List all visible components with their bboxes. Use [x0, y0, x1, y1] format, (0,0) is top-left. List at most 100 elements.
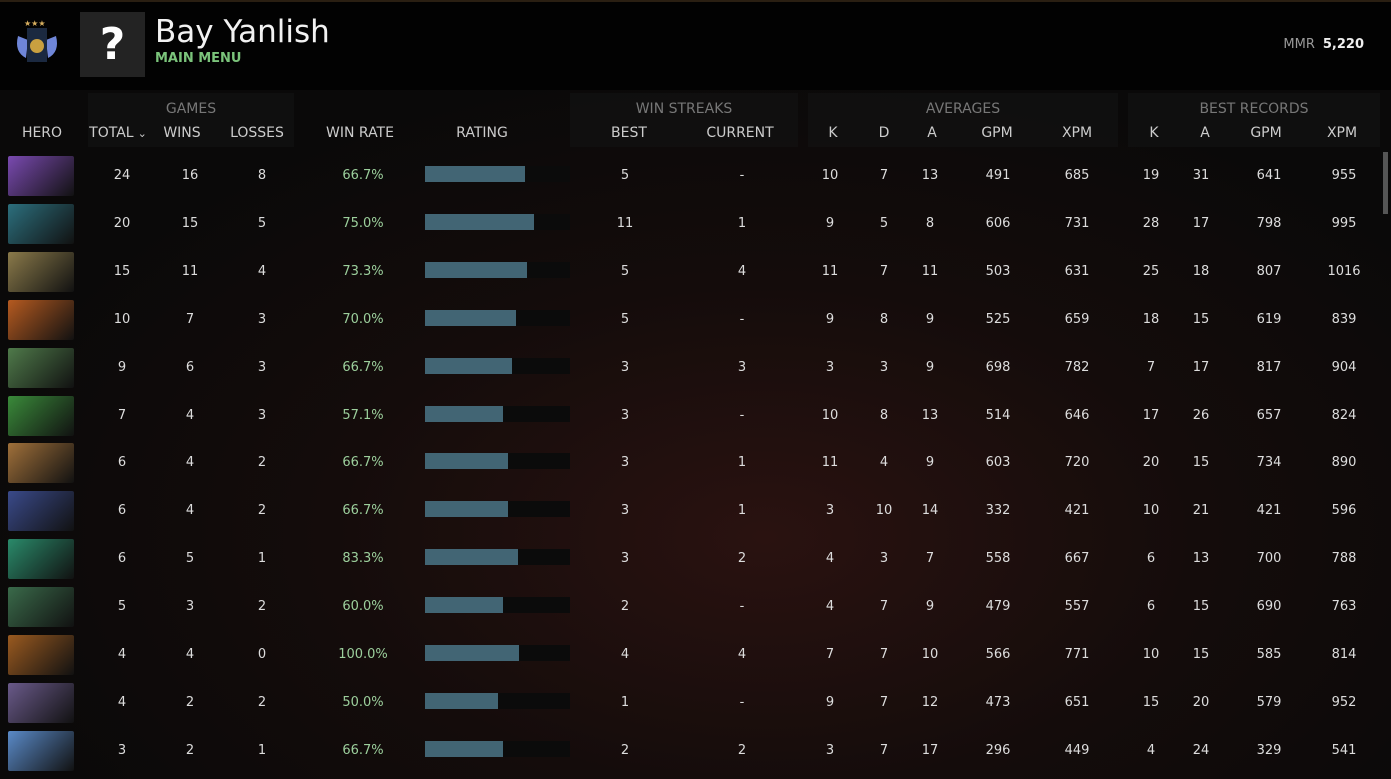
cell-xpm: 771 [1064, 647, 1090, 662]
avatar[interactable]: ? [80, 12, 145, 77]
column-header-wins[interactable]: WINS [132, 125, 232, 141]
column-header-bk[interactable]: K [1104, 125, 1204, 141]
table-row[interactable]: 24 16 8 66.7% 5 - 10 7 13 491 685 19 31 641 955 [0, 152, 1380, 200]
cell-bgpm: 641 [1256, 168, 1282, 183]
cell-losses: 5 [257, 215, 267, 231]
table-row[interactable]: 7 4 3 57.1% 3 - 10 8 13 514 646 17 26 657 824 [0, 392, 1380, 440]
column-header-label: GPM [981, 125, 1013, 141]
hero-portrait[interactable] [8, 251, 74, 292]
table-row[interactable]: 20 15 5 75.0% 11 1 9 5 8 606 731 28 17 798 995 [0, 200, 1380, 248]
cell-gpm: 566 [985, 647, 1011, 662]
cell-xpm: 731 [1064, 215, 1090, 231]
cell-wr: 66.7% [342, 359, 384, 375]
hero-portrait[interactable] [8, 203, 74, 244]
column-header-win_rate[interactable]: WIN RATE [310, 125, 410, 141]
cell-cur: - [739, 168, 745, 183]
cell-d: 4 [879, 455, 889, 471]
hero-portrait[interactable] [8, 347, 74, 388]
cell-a: 12 [921, 694, 939, 710]
cell-bk: 17 [1142, 407, 1160, 423]
table-row[interactable]: 4 2 2 50.0% 1 - 9 7 12 473 651 15 20 579 952 [0, 679, 1380, 727]
cell-losses: 4 [257, 263, 267, 279]
cell-gpm: 514 [985, 407, 1011, 423]
cell-losses: 2 [257, 599, 267, 615]
column-header-bxpm[interactable]: XPM [1292, 125, 1391, 141]
table-row[interactable]: 10 7 3 70.0% 5 - 9 8 9 525 659 18 15 619 839 [0, 296, 1380, 344]
cell-bgpm: 579 [1256, 694, 1282, 710]
cell-cur: 3 [737, 359, 747, 375]
column-header-bgpm[interactable]: GPM [1216, 125, 1316, 141]
cell-a: 9 [925, 455, 935, 471]
cell-gpm: 503 [985, 263, 1011, 279]
table-row[interactable]: 6 5 1 83.3% 3 2 4 3 7 558 667 6 13 700 788 [0, 535, 1380, 583]
rating-bar-fill [425, 740, 504, 757]
column-header-ba[interactable]: A [1155, 125, 1255, 141]
hero-portrait[interactable] [8, 299, 74, 340]
rating-bar [425, 309, 570, 326]
column-header-best[interactable]: BEST [579, 125, 679, 141]
cell-bxpm: 952 [1331, 694, 1357, 710]
column-header-gpm[interactable]: GPM [947, 125, 1047, 141]
mmr-value: 5,220 [1322, 37, 1364, 52]
cell-d: 10 [875, 503, 893, 519]
table-row[interactable]: 5 3 2 60.0% 2-4 7 9 479 557 6 15 690 763 [0, 583, 1380, 631]
cell-best: 2 [620, 742, 630, 758]
column-header-label: RATING [456, 125, 508, 141]
cell-bgpm: 817 [1256, 359, 1282, 375]
cell-k: 4 [825, 599, 835, 615]
cell-bgpm: 798 [1256, 215, 1282, 231]
cell-bxpm: 541 [1331, 742, 1357, 758]
column-header-k[interactable]: K [783, 125, 883, 141]
hero-portrait[interactable] [8, 539, 74, 580]
rating-bar-fill [425, 501, 508, 518]
column-header-a[interactable]: A [882, 125, 982, 141]
rating-bar [425, 549, 570, 566]
hero-portrait[interactable] [8, 635, 74, 675]
cell-bk: 7 [1146, 359, 1156, 375]
column-header-hero[interactable]: HERO [0, 125, 92, 141]
column-header-xpm[interactable]: XPM [1027, 125, 1127, 141]
column-header-current[interactable]: CURRENT [690, 125, 790, 141]
cell-cur: 4 [737, 647, 747, 662]
column-header-label: GPM [1250, 125, 1282, 141]
cell-cur: - [739, 311, 745, 327]
table-row[interactable]: 9 6 3 66.7% 3 3 3 3 9 698 782 7 17 817 904 [0, 344, 1380, 392]
cell-xpm: 667 [1064, 551, 1090, 567]
table-row[interactable]: 15 11 4 73.3% 5 4 11 7 11 503 631 25 18 807 1016 [0, 248, 1380, 296]
column-header-d[interactable]: D [834, 125, 934, 141]
cell-gpm: 473 [985, 694, 1011, 710]
rating-bar-fill [425, 309, 517, 326]
cell-wins: 2 [185, 694, 195, 710]
column-header-label: WIN RATE [326, 125, 394, 141]
cell-d: 7 [879, 742, 889, 758]
cell-ba: 13 [1192, 551, 1210, 567]
cell-wins: 16 [181, 168, 199, 183]
column-header-label: WINS [163, 125, 201, 141]
hero-portrait[interactable] [8, 587, 74, 628]
column-header-total[interactable]: TOTAL ⌄ [68, 125, 168, 141]
table-row[interactable]: 6 4 2 66.7% 3 1 11 4 9 603 720 20 15 734 890 [0, 439, 1380, 487]
cell-losses: 3 [257, 359, 267, 375]
hero-portrait[interactable] [8, 443, 74, 484]
hero-portrait[interactable] [8, 730, 74, 771]
main-menu-link[interactable]: MAIN MENU [155, 51, 242, 66]
cell-total: 4 [117, 694, 127, 710]
hero-portrait[interactable] [8, 682, 74, 723]
table-row[interactable]: 3 2 1 66.7% 2 2 3 7 17 296 449 4 24 329 541 [0, 727, 1380, 775]
rating-bar [425, 597, 570, 614]
cell-losses: 2 [257, 455, 267, 471]
table-row[interactable]: 4 4 0 100.0% 4 4 7 7 10 566 771 10 15 585 814 [0, 631, 1380, 679]
hero-portrait[interactable] [8, 156, 74, 196]
cell-total: 5 [117, 599, 127, 615]
hero-portrait[interactable] [8, 491, 74, 532]
hero-portrait[interactable] [8, 395, 74, 436]
cell-d: 7 [879, 168, 889, 183]
cell-best: 3 [620, 407, 630, 423]
cell-best: 11 [616, 215, 634, 231]
column-header-label: CURRENT [706, 125, 774, 141]
table-row[interactable]: 6 4 2 66.7% 3 1 3 10 14 332 421 10 21 421 596 [0, 487, 1380, 535]
cell-losses: 2 [257, 694, 267, 710]
column-header-rating[interactable]: RATING [432, 125, 532, 141]
scrollbar[interactable] [1383, 152, 1388, 214]
column-header-losses[interactable]: LOSSES [207, 125, 307, 141]
